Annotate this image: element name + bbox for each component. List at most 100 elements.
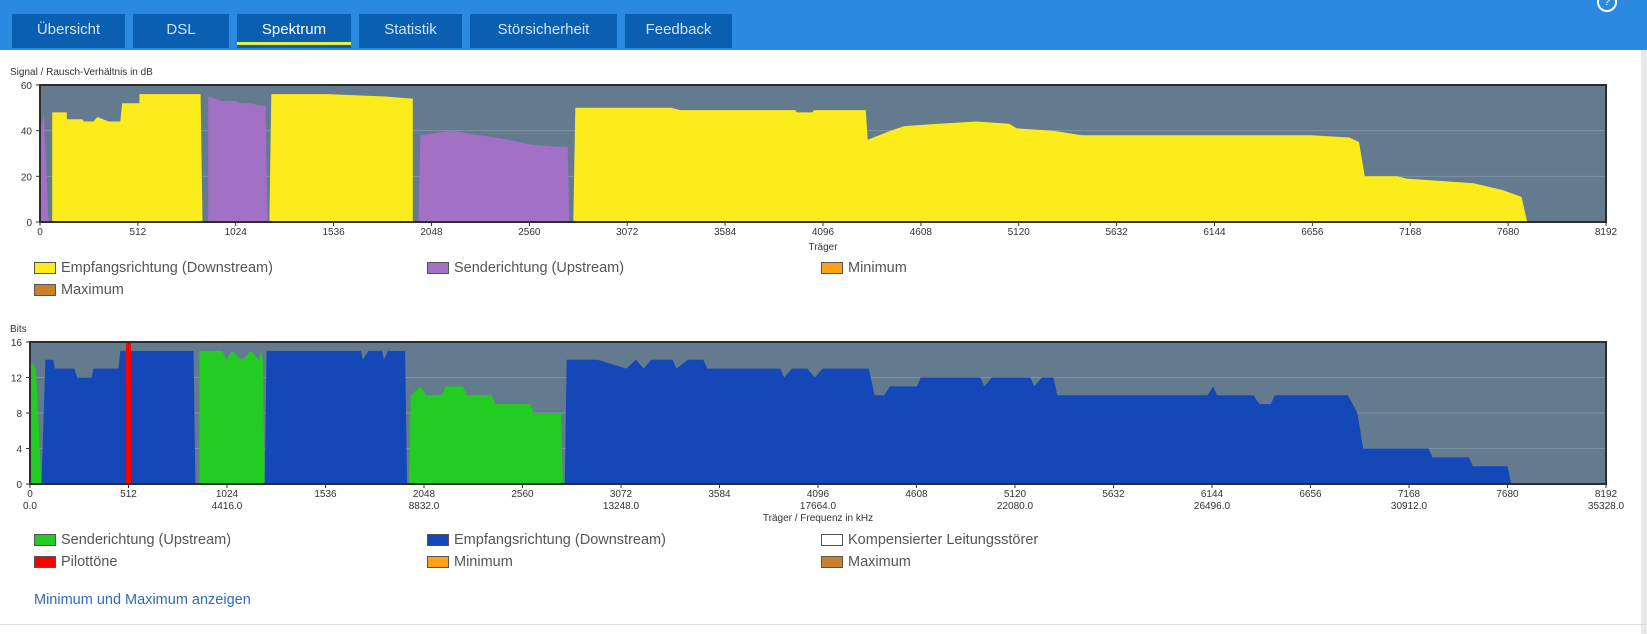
x-tick-label: 3584: [708, 489, 731, 500]
series-area: [199, 350, 265, 484]
snr-legend: Empfangsrichtung (Downstream) Sendericht…: [34, 260, 1634, 300]
legend-label: Senderichtung (Upstream): [61, 532, 232, 548]
series-area: [208, 96, 268, 222]
legend-label: Senderichtung (Upstream): [454, 260, 625, 276]
x-tick-label: 2048: [413, 489, 436, 500]
series-area: [573, 107, 1528, 222]
legend-swatch: [34, 284, 56, 296]
x-tick-label: 4096: [812, 227, 835, 238]
x-tick-label-khz: 0.0: [23, 501, 37, 512]
x-tick-label-khz: 8832.0: [409, 501, 440, 512]
y-tick-label: 60: [21, 81, 33, 92]
x-tick-label: 3584: [714, 227, 737, 238]
y-tick-label: 8: [16, 409, 22, 420]
legend-label: Minimum: [454, 554, 513, 570]
snr-chart: Signal / Rausch-Verhältnis in dB 0 20 40 60 0…: [10, 67, 1618, 253]
x-tick-label: 0: [37, 227, 43, 238]
x-axis-label: Träger: [808, 242, 838, 253]
show-min-max-link[interactable]: Minimum und Maximum anzeigen: [34, 592, 251, 608]
tab-spektrum[interactable]: Spektrum: [237, 14, 351, 48]
chart-title: Bits: [10, 324, 27, 335]
legend-label: Minimum: [848, 260, 907, 276]
legend-swatch: [34, 534, 56, 546]
x-tick-label-khz: 35328.0: [1588, 501, 1625, 512]
tab-stoersicherheit[interactable]: Störsicherheit: [470, 14, 617, 48]
y-tick-label: 20: [21, 172, 33, 183]
x-tick-label: 7680: [1496, 489, 1519, 500]
help-icon[interactable]: ?: [1597, 0, 1617, 12]
vertical-scrollbar[interactable]: [1641, 50, 1647, 634]
y-tick-label: 0: [16, 480, 22, 491]
x-tick-label: 5120: [1008, 227, 1031, 238]
series-area: [30, 359, 42, 484]
x-tick-label-khz: 26496.0: [1194, 501, 1231, 512]
legend-swatch: [427, 262, 449, 274]
series-area: [418, 130, 570, 222]
bits-legend: Senderichtung (Upstream) Empfangsrichtun…: [34, 532, 1634, 572]
x-tick-label: 6656: [1299, 489, 1322, 500]
x-axis-label: Träger / Frequenz in kHz: [763, 513, 873, 524]
series-area: [41, 350, 196, 484]
x-tick-label: 5632: [1106, 227, 1129, 238]
legend-swatch: [821, 262, 843, 274]
x-tick-label: 2048: [420, 227, 443, 238]
legend-swatch: [821, 556, 843, 568]
tab-dsl[interactable]: DSL: [133, 14, 229, 48]
x-tick-label: 3072: [616, 227, 639, 238]
tab-statistik[interactable]: Statistik: [359, 14, 462, 48]
x-tick-label: 1536: [314, 489, 337, 500]
x-tick-label: 1024: [216, 489, 239, 500]
top-navigation-bar: Übersicht DSL Spektrum Statistik Störsic…: [0, 0, 1647, 50]
x-tick-label: 4096: [807, 489, 830, 500]
x-tick-label: 0: [27, 489, 33, 500]
x-tick-label: 3072: [610, 489, 633, 500]
x-tick-label: 7168: [1398, 489, 1421, 500]
x-tick-label-khz: 22080.0: [997, 501, 1034, 512]
x-tick-label: 5120: [1004, 489, 1027, 500]
x-tick-label: 1536: [323, 227, 346, 238]
x-tick-label: 6144: [1203, 227, 1226, 238]
x-tick-label-khz: 30912.0: [1391, 501, 1428, 512]
legend-swatch: [427, 534, 449, 546]
series-area: [264, 350, 408, 484]
series-area: [40, 112, 49, 222]
y-tick-label: 40: [21, 127, 33, 138]
x-tick-label: 512: [130, 227, 147, 238]
x-tick-label-khz: 17664.0: [800, 501, 837, 512]
series-area: [564, 359, 1512, 484]
legend-label: Maximum: [848, 554, 911, 570]
legend-label: Empfangsrichtung (Downstream): [454, 532, 666, 548]
x-tick-label: 5632: [1102, 489, 1125, 500]
pilot-tone-marker: [126, 342, 131, 484]
x-tick-label: 1024: [225, 227, 248, 238]
legend-label: Pilottöne: [61, 554, 118, 570]
chart-title: Signal / Rausch-Verhältnis in dB: [10, 67, 153, 78]
legend-swatch: [821, 534, 843, 546]
legend-swatch: [427, 556, 449, 568]
y-tick-label: 12: [11, 374, 23, 385]
legend-swatch: [34, 262, 56, 274]
x-tick-label: 7680: [1497, 227, 1520, 238]
divider: [0, 624, 1647, 625]
legend-label: Maximum: [61, 282, 124, 298]
series-area: [409, 386, 563, 484]
x-tick-label: 8192: [1595, 227, 1618, 238]
x-tick-label: 6144: [1201, 489, 1224, 500]
x-tick-label: 4608: [910, 227, 933, 238]
tab-uebersicht[interactable]: Übersicht: [12, 14, 125, 48]
x-tick-label: 7168: [1399, 227, 1422, 238]
y-tick-label: 16: [11, 338, 23, 349]
series-area: [269, 94, 413, 222]
x-tick-label: 2560: [518, 227, 541, 238]
x-tick-label: 2560: [511, 489, 534, 500]
legend-label: Kompensierter Leitungsstörer: [848, 532, 1039, 548]
x-tick-label-khz: 4416.0: [212, 501, 243, 512]
x-tick-label-khz: 13248.0: [603, 501, 640, 512]
series-area: [52, 94, 203, 222]
x-tick-label: 8192: [1595, 489, 1618, 500]
legend-label: Empfangsrichtung (Downstream): [61, 260, 273, 276]
y-tick-label: 4: [16, 445, 22, 456]
tab-feedback[interactable]: Feedback: [625, 14, 732, 48]
x-tick-label: 512: [120, 489, 137, 500]
